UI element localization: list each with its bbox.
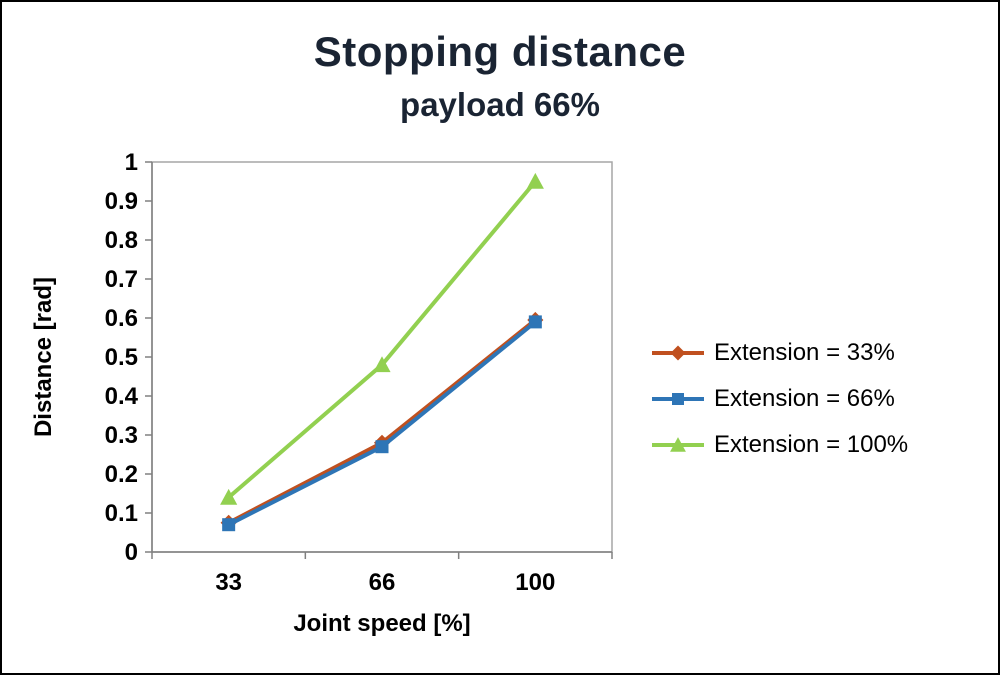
svg-text:0.2: 0.2 [105,461,138,488]
svg-text:0.9: 0.9 [105,188,138,215]
y-axis-title: Distance [rad] [30,276,57,438]
legend-label: Extension = 66% [714,385,895,412]
legend-item: Extension = 66% [650,384,908,414]
svg-text:0.3: 0.3 [105,422,138,449]
legend-item: Extension = 33% [650,338,908,368]
svg-text:66: 66 [369,569,396,596]
svg-text:0.6: 0.6 [105,305,138,332]
legend-marker-triangle-icon [652,437,704,452]
svg-text:0.5: 0.5 [105,344,138,371]
legend-label: Extension = 100% [714,431,909,458]
svg-text:0.1: 0.1 [105,500,138,527]
chart-title: Stopping distance [313,28,687,75]
legend-label: Extension = 33% [714,339,895,366]
legend-marker-square-icon [652,393,704,405]
legend-item: Extension = 100% [650,430,908,460]
svg-text:100: 100 [515,569,555,596]
svg-text:1: 1 [125,149,138,176]
x-axis-title: Joint speed [%] [293,610,471,637]
svg-text:0.4: 0.4 [105,383,139,410]
svg-text:33: 33 [215,569,242,596]
legend-marker-diamond-icon [652,345,704,361]
svg-text:0.8: 0.8 [105,227,138,254]
chart-subtitle: payload 66% [400,86,600,123]
svg-text:0: 0 [125,539,138,566]
svg-text:0.7: 0.7 [105,266,138,293]
legend: Extension = 33% Extension = 66% Extensio… [650,338,908,460]
